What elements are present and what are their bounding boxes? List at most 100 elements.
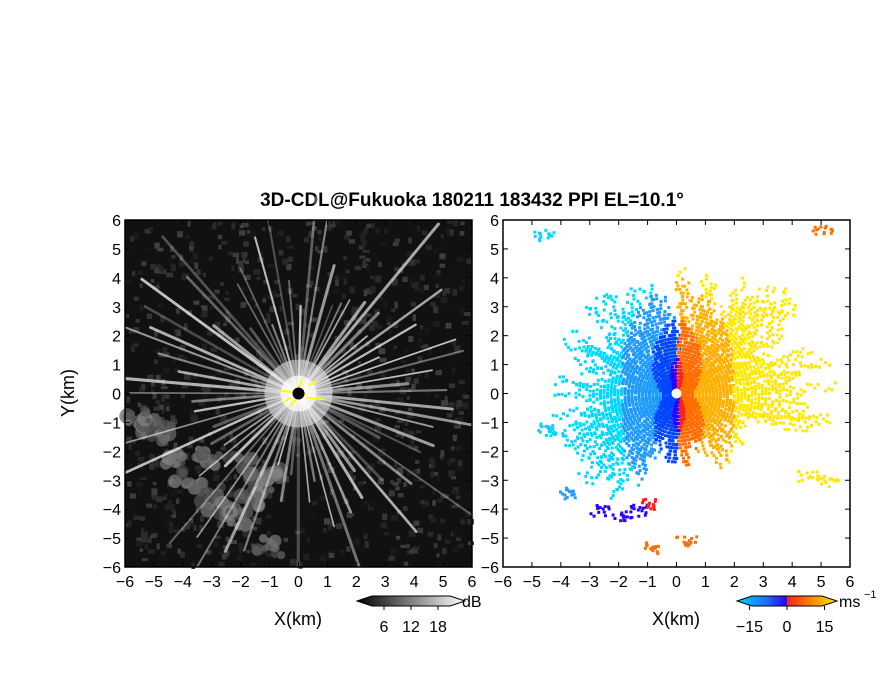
velocity-cell [645, 444, 649, 448]
velocity-cell [579, 443, 583, 447]
velocity-cell [626, 334, 630, 338]
reflectivity-noise-cell [388, 490, 395, 497]
velocity-cell [628, 415, 632, 419]
velocity-cell [630, 394, 634, 398]
y-tick-label: −4 [103, 502, 121, 519]
velocity-cell [643, 347, 647, 351]
velocity-cell [613, 388, 617, 392]
velocity-cell [635, 471, 639, 475]
velocity-cell [565, 438, 569, 442]
velocity-cell [727, 406, 731, 410]
velocity-cell [623, 323, 627, 327]
velocity-cell [625, 424, 629, 428]
velocity-cell [633, 462, 637, 466]
velocity-cell [559, 417, 563, 421]
reflectivity-noise-cell [143, 537, 149, 543]
reflectivity-noise-cell [305, 298, 310, 303]
reflectivity-noise-cell [283, 537, 289, 542]
reflectivity-noise-cell [461, 321, 469, 325]
reflectivity-noise-cell [298, 308, 306, 316]
velocity-cell [751, 411, 755, 415]
reflectivity-noise-cell [354, 265, 361, 271]
velocity-cell [630, 397, 634, 401]
reflectivity-echo-cell [119, 408, 136, 425]
velocity-cell [620, 391, 624, 395]
reflectivity-noise-cell [430, 471, 434, 478]
velocity-cell [614, 367, 618, 371]
velocity-cell [590, 465, 594, 469]
velocity-cell [807, 417, 811, 421]
reflectivity-noise-cell [298, 346, 306, 352]
velocity-cell [634, 436, 638, 440]
velocity-cell [753, 397, 757, 401]
velocity-cell [602, 453, 606, 457]
velocity-cell [635, 349, 639, 353]
velocity-cell [651, 350, 655, 354]
reflectivity-noise-cell [441, 400, 449, 406]
reflectivity-noise-cell [220, 446, 227, 451]
velocity-cell [626, 330, 630, 334]
velocity-cell [717, 450, 721, 454]
velocity-cell [577, 339, 581, 343]
velocity-cell [668, 420, 672, 424]
reflectivity-noise-cell [292, 439, 300, 444]
velocity-cell [644, 338, 648, 342]
reflectivity-noise-cell [409, 277, 413, 284]
velocity-cell [585, 420, 589, 424]
reflectivity-noise-cell [467, 518, 474, 525]
velocity-cell [648, 408, 652, 412]
reflectivity-noise-cell [336, 450, 340, 456]
velocity-cell [608, 357, 612, 361]
velocity-cell [595, 427, 599, 431]
reflectivity-noise-cell [221, 554, 227, 560]
reflectivity-ray [260, 177, 300, 395]
reflectivity-noise-cell [394, 238, 400, 243]
velocity-cell [775, 416, 779, 420]
velocity-cell [608, 431, 612, 435]
velocity-cell [644, 421, 648, 425]
reflectivity-colorbar: 6 12 18 dB [355, 594, 482, 636]
velocity-cell [641, 462, 645, 466]
reflectivity-noise-cell [149, 463, 155, 470]
reflectivity-noise-cell [356, 383, 363, 389]
reflectivity-noise-cell [407, 470, 414, 476]
reflectivity-noise-cell [355, 321, 362, 326]
velocity-cell [613, 398, 617, 402]
reflectivity-noise-cell [347, 310, 352, 315]
reflectivity-noise-cell [345, 269, 350, 274]
velocity-cell [641, 308, 645, 312]
velocity-cell [607, 459, 611, 463]
velocity-cell [627, 353, 631, 357]
reflectivity-noise-cell [136, 537, 142, 543]
velocity-cell [651, 354, 655, 358]
reflectivity-echo-cell [271, 468, 283, 479]
velocity-cell [579, 363, 583, 367]
velocity-cell [630, 375, 634, 379]
reflectivity-noise-cell [199, 515, 205, 522]
reflectivity-noise-cell [455, 495, 461, 500]
velocity-cell [642, 316, 646, 320]
velocity-cell [645, 359, 649, 363]
reflectivity-noise-cell [210, 347, 218, 352]
velocity-cell [630, 310, 634, 314]
reflectivity-noise-cell [308, 425, 314, 430]
velocity-cell [595, 388, 599, 392]
velocity-cell [644, 452, 648, 456]
velocity-cell [629, 361, 633, 365]
velocity-cell [564, 342, 568, 346]
velocity-cell [599, 402, 603, 406]
reflectivity-noise-cell [411, 283, 416, 288]
reflectivity-noise-cell [432, 488, 436, 495]
velocity-cell [646, 349, 650, 353]
velocity-cell [670, 333, 674, 337]
velocity-cell [620, 422, 624, 426]
velocity-cell [658, 347, 662, 351]
velocity-cell [613, 400, 617, 404]
reflectivity-noise-cell [151, 493, 157, 500]
velocity-cell [768, 415, 772, 419]
reflectivity-noise-cell [233, 381, 240, 387]
velocity-cell [660, 370, 664, 374]
velocity-cell [670, 337, 674, 341]
velocity-cell [805, 405, 809, 409]
reflectivity-noise-cell [221, 240, 228, 245]
